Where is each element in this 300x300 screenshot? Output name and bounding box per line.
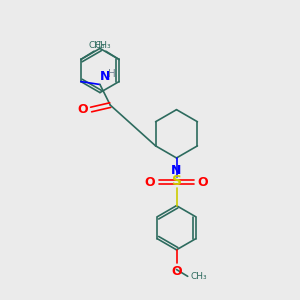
Text: O: O bbox=[198, 176, 208, 189]
Text: N: N bbox=[171, 164, 182, 177]
Text: O: O bbox=[78, 103, 88, 116]
Text: H: H bbox=[108, 69, 116, 79]
Text: O: O bbox=[145, 176, 155, 189]
Text: S: S bbox=[172, 174, 182, 188]
Text: O: O bbox=[171, 266, 182, 278]
Text: CH₃: CH₃ bbox=[95, 41, 112, 50]
Text: CH₃: CH₃ bbox=[88, 41, 105, 50]
Text: N: N bbox=[100, 70, 111, 83]
Text: CH₃: CH₃ bbox=[190, 272, 207, 281]
